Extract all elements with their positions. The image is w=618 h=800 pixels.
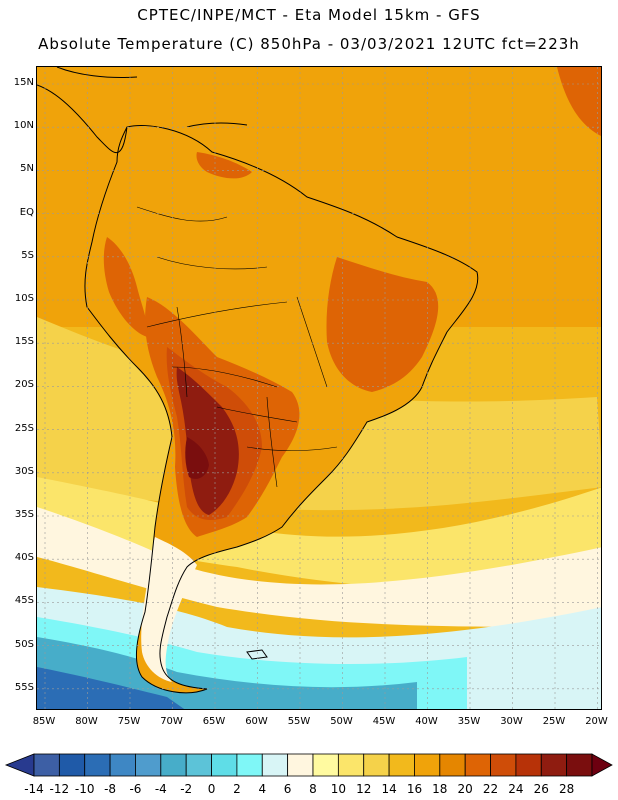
colorbar-swatch (211, 753, 238, 777)
colorbar-swatch (236, 753, 263, 777)
land-extreme-core (185, 437, 209, 479)
lon-label: 25W (542, 716, 566, 727)
colorbar-swatch (414, 753, 441, 777)
lat-label: 5S (21, 249, 34, 261)
colorbar-swatch (515, 753, 542, 777)
colorbar-swatch (261, 753, 289, 777)
colorbar-tick-label: 4 (258, 782, 267, 796)
colorbar-tick-label: -10 (74, 782, 95, 796)
central-america-coast (37, 84, 128, 154)
colorbar-tick-label: 18 (432, 782, 448, 796)
colorbar-swatch (464, 753, 491, 777)
colorbar-swatch (287, 753, 314, 777)
lat-label: 50S (14, 638, 34, 650)
ocean-cold-band-4 (37, 667, 185, 709)
lon-label: 50W (330, 716, 353, 727)
lon-label: 20W (585, 716, 608, 727)
colorbar-tick-label: 2 (233, 782, 241, 796)
cuba-coast (56, 67, 138, 78)
lat-label: 35S (14, 509, 34, 520)
colorbar (4, 753, 613, 777)
colorbar-tick-label: -12 (49, 782, 70, 796)
lat-label: 10S (14, 293, 34, 304)
lon-label: 60W (245, 716, 268, 727)
lat-label: 25S (14, 422, 34, 434)
country-borders (136, 206, 338, 488)
colorbar-swatch (566, 753, 593, 777)
falkland-islands (246, 649, 268, 660)
colorbar-swatch (337, 753, 365, 777)
lon-label: 65W (202, 716, 226, 727)
lat-label: 5N (20, 163, 34, 175)
graticule (37, 67, 601, 709)
colorbar-tick-label: 12 (356, 782, 372, 796)
colorbar-tick-label: 24 (508, 782, 524, 796)
temperature-map (36, 66, 602, 710)
colorbar-tick-label: 16 (406, 782, 423, 796)
colorbar-swatch (33, 753, 60, 777)
colorbar-tick-label: 26 (533, 782, 549, 796)
colorbar-tick-label: 20 (457, 782, 473, 796)
lon-label: 85W (32, 716, 56, 727)
colorbar-tick-label: 6 (283, 782, 292, 796)
colorbar-swatch (363, 753, 390, 777)
colorbar-swatch (388, 753, 415, 777)
lon-label: 75W (117, 716, 141, 727)
colorbar-swatch (439, 753, 466, 777)
colorbar-over-arrow (591, 753, 613, 777)
lat-label: EQ (19, 206, 34, 218)
ocean-pale-band (37, 507, 601, 627)
colorbar-tick-label: 10 (330, 782, 346, 796)
land-hot-andes-north (103, 237, 148, 337)
lon-label: 55W (287, 716, 311, 727)
lat-label: 45S (14, 595, 34, 607)
colorbar-tick-label: 8 (309, 782, 317, 796)
land-hot-venezuela (196, 152, 252, 179)
lat-label: 15S (14, 336, 34, 348)
colorbar-swatch (135, 753, 162, 777)
lat-label: 40S (14, 552, 34, 564)
colorbar-swatch (490, 753, 517, 777)
land-hot-northeast (326, 257, 439, 392)
caribbean-islands (186, 122, 248, 128)
title-line-2: Absolute Temperature (C) 850hPa - 03/03/… (38, 35, 580, 53)
colorbar-under-arrow (4, 753, 35, 777)
lon-label: 80W (75, 716, 98, 727)
colorbar-tick-label: -8 (104, 782, 117, 796)
colorbar-tick-label: -6 (129, 782, 142, 796)
lat-label: 20S (14, 379, 34, 391)
colorbar-swatch (160, 753, 187, 777)
lon-label: 40W (415, 716, 438, 727)
colorbar-tick-label: 22 (482, 782, 499, 796)
colorbar-swatch (540, 753, 568, 777)
lon-label: 35W (457, 716, 481, 727)
colorbar-tick-label: -2 (180, 782, 193, 796)
lon-label: 70W (160, 716, 183, 727)
colorbar-tick-label: -4 (154, 782, 167, 796)
colorbar-tick-label: -14 (24, 782, 44, 796)
colorbar-swatch (58, 753, 86, 777)
lat-label: 30S (14, 465, 34, 477)
colorbar-tick-label: 14 (381, 782, 397, 796)
temperature-map-svg (37, 67, 601, 709)
ocean-cool-band (37, 477, 601, 591)
lat-label: 55S (14, 681, 34, 693)
colorbar-tick-label: 28 (558, 782, 575, 796)
lat-label: 15N (13, 77, 34, 88)
colorbar-swatch (84, 753, 111, 777)
coastline (84, 124, 479, 694)
colorbar-tick-label: 0 (207, 782, 216, 796)
lon-label: 30W (500, 716, 523, 727)
lat-label: 10N (13, 120, 34, 132)
colorbar-swatch (185, 753, 212, 777)
colorbar-swatch (312, 753, 339, 777)
colorbar-swatch (109, 753, 136, 777)
lon-label: 45W (372, 716, 396, 727)
title-line-1: CPTEC/INPE/MCT - Eta Model 15km - GFS (137, 6, 481, 24)
